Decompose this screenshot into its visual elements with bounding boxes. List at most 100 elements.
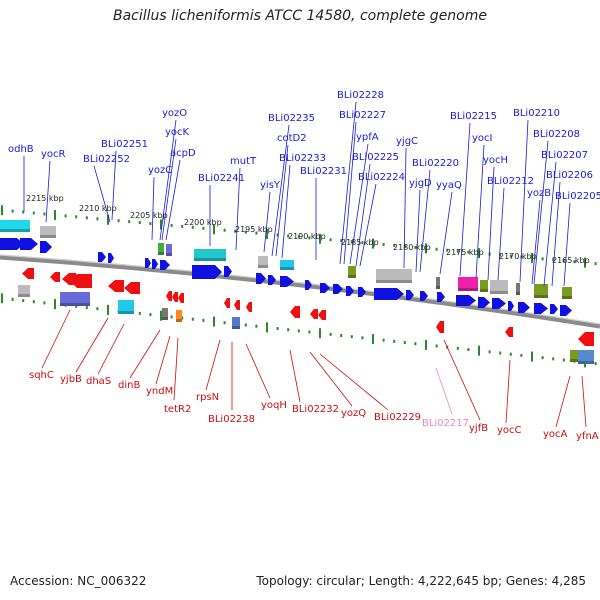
feature-box	[118, 300, 134, 314]
forward-gene-arrow	[492, 298, 506, 309]
forward-gene-arrow	[550, 304, 558, 314]
gene-label-reverse: yoqH	[261, 400, 287, 411]
feature-box-shade	[578, 361, 594, 364]
reverse-leader-line	[173, 337, 179, 401]
gene-label-forward: BLi02212	[487, 176, 534, 187]
gene-label-forward: yisY	[260, 180, 281, 191]
scale-tick-label: 2175 kbp	[446, 248, 484, 257]
feature-box-shade	[258, 265, 268, 268]
gene-label-forward: yocH	[483, 155, 508, 166]
reverse-leader-line	[443, 339, 481, 421]
feature-box-shade	[534, 295, 548, 298]
feature-box	[376, 269, 412, 283]
forward-gene-arrow	[518, 302, 530, 313]
reverse-gene-arrow	[234, 300, 240, 310]
forward-leader-line	[403, 147, 407, 269]
forward-gene-arrow	[160, 260, 170, 270]
gene-label-forward: yozO	[162, 108, 187, 119]
forward-leader-line	[459, 122, 471, 277]
forward-leader-line	[275, 144, 289, 257]
feature-box	[562, 287, 572, 299]
forward-leader-line	[235, 167, 241, 251]
feature-box	[516, 283, 520, 295]
forward-gene-arrow	[374, 288, 404, 300]
gene-label-forward: cotD2	[277, 133, 307, 144]
feature-box-shade	[490, 291, 508, 294]
gene-label-forward: yozC	[148, 165, 172, 176]
gene-label-forward: BLi02207	[541, 150, 588, 161]
feature-box-shade	[570, 359, 578, 362]
feature-box	[280, 260, 294, 270]
forward-leader-line	[271, 124, 290, 257]
gene-label-forward: yjgD	[409, 178, 432, 189]
reverse-gene-arrow	[50, 272, 60, 282]
reverse-gene-arrow	[22, 268, 34, 279]
reverse-leader-line	[75, 317, 109, 373]
reverse-gene-arrow	[166, 291, 172, 301]
forward-gene-arrow	[437, 292, 445, 302]
feature-glyphs	[0, 220, 594, 364]
feature-box-shade	[162, 317, 168, 320]
gene-label-forward: BLi02225	[352, 152, 399, 163]
forward-leader-line	[519, 119, 529, 283]
forward-gene-arrow	[40, 241, 52, 253]
feature-box-shade	[562, 296, 572, 299]
reverse-gene-arrow	[246, 302, 252, 312]
forward-leader-line	[165, 159, 181, 241]
gene-label-forward: BLi02208	[533, 129, 580, 140]
forward-gene-arrow	[320, 283, 330, 293]
gene-label-forward: BLi02241	[198, 173, 245, 184]
pseudo-feature-box-shade	[0, 229, 30, 232]
reverse-gene-arrow	[108, 280, 124, 292]
gene-label-reverse: yocA	[543, 429, 568, 440]
genome-backbone	[0, 254, 600, 329]
reverse-gene-arrow	[178, 293, 184, 303]
gene-label-forward: BLi02228	[337, 90, 384, 101]
forward-leader-line	[161, 138, 177, 241]
forward-gene-arrow	[534, 303, 548, 314]
reverse-leader-line	[555, 375, 571, 428]
forward-leader-line	[111, 150, 117, 221]
feature-box	[166, 244, 172, 256]
feature-box	[194, 249, 226, 261]
scale-tick-label: 2180 kbp	[393, 243, 431, 252]
label-leader-lines	[23, 101, 587, 428]
feature-box-shade	[480, 289, 488, 292]
reverse-gene-arrow	[224, 298, 230, 308]
gene-label-reverse: BLi02238	[208, 414, 255, 425]
forward-leader-line	[415, 189, 421, 273]
reverse-leader-line	[245, 343, 271, 399]
reverse-leader-line	[129, 329, 161, 379]
forward-leader-line	[159, 119, 177, 241]
reverse-leader-line	[505, 359, 511, 424]
gene-label-forward: BLi02227	[339, 110, 386, 121]
feature-box	[490, 280, 508, 294]
scale-tick-label: 2190 kbp	[288, 232, 326, 241]
gene-label-forward: BLi02206	[546, 170, 593, 181]
feature-box	[458, 277, 478, 291]
reverse-leader-line	[155, 335, 171, 385]
scale-tick-label: 2165 kbp	[552, 256, 590, 265]
gene-label-forward: BLi02252	[83, 154, 130, 165]
forward-gene-arrow	[108, 253, 114, 263]
feature-box-shade	[118, 311, 134, 314]
gene-label-forward: ypfA	[356, 132, 379, 143]
scale-ticks-inner	[1, 293, 597, 368]
gene-label-forward: BLi02235	[268, 113, 315, 124]
forward-leader-line	[349, 143, 369, 265]
feature-box	[158, 243, 164, 255]
gene-label-reverse: BLi02232	[292, 404, 339, 415]
feature-box-shade	[158, 252, 164, 255]
forward-leader-line	[151, 176, 155, 241]
gene-label-pseudo: BLi02217	[422, 418, 469, 429]
forward-gene-arrow	[145, 258, 151, 268]
feature-box-shade	[60, 303, 90, 306]
gene-label-forward: BLi02205	[555, 191, 600, 202]
forward-gene-arrow	[456, 295, 476, 306]
forward-gene-arrow	[333, 284, 343, 294]
forward-leader-line	[439, 191, 453, 275]
gene-label-forward: BLi02231	[300, 166, 347, 177]
forward-leader-line	[359, 183, 377, 267]
forward-leader-line	[563, 202, 571, 287]
